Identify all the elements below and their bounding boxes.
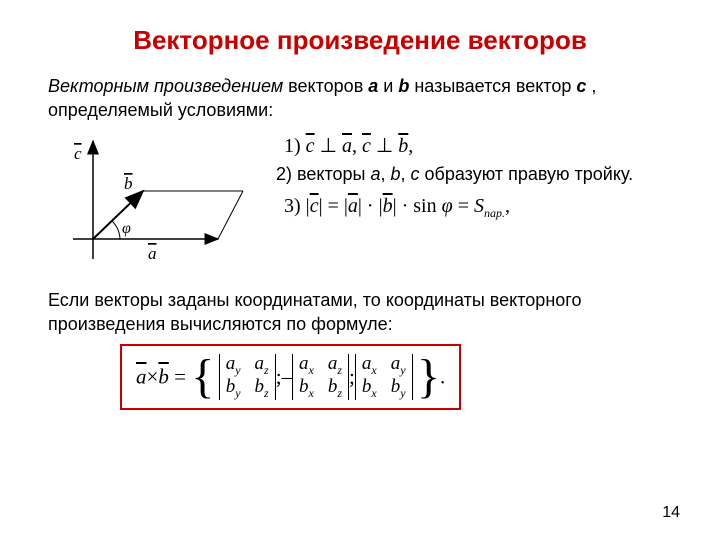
c1-perp2: ⊥ [371,135,398,157]
formula-end: . [440,365,445,389]
det-1: axazbxbz [292,354,349,400]
c3-eq: = [323,195,344,217]
vector-diagram: c b a φ [48,129,248,274]
diagram-svg: c b a φ [48,129,248,269]
page-number: 14 [662,504,680,522]
svg-text:φ: φ [122,220,131,237]
c2-rest: образуют правую тройку. [420,164,634,184]
c1-sep: , [352,135,362,157]
c1-label: 1) [284,135,306,157]
det-0: ayazbybz [219,354,276,400]
c3-end: , [505,195,510,217]
defn-c: c [576,76,586,96]
defn-b: b [398,76,409,96]
svg-text:b: b [124,174,133,193]
formula-box: a×b = { ayazbybz;–axazbxbz;axaybxby }. [120,344,461,410]
defn-p2: векторов [283,76,368,96]
c3-b: b [383,195,393,217]
lhs-a: a [136,365,147,389]
lhs-b: b [158,365,169,389]
c2-c1: , [380,164,390,184]
c3-eq2: = [453,195,474,217]
c3-dot: · [362,195,379,217]
c3-a: a [348,195,358,217]
condition-1: 1) c ⊥ a, c ⊥ b, [284,133,680,158]
definition-text: Векторным произведением векторов a и b н… [40,74,680,123]
c1-cl2: c [362,135,371,157]
c2-label: 2) векторы [276,164,370,184]
c3-sin: · sin [397,195,442,217]
lhs-eq: = [169,365,191,389]
condition-2: 2) векторы a, b, c образуют правую тройк… [256,164,680,185]
defn-term: Векторным произведением [48,76,283,96]
c1-br: b [398,135,408,157]
c3-label: 3) [284,195,306,217]
c1-perp1: ⊥ [315,135,342,157]
c2-c: c [411,164,420,184]
det-sep-0: ;– [276,365,292,389]
c3-c: c [310,195,319,217]
defn-p3: называется вектор [409,76,576,96]
c1-ar: a [342,135,352,157]
c3-S: S [474,195,484,217]
c2-a: a [370,164,380,184]
defn-a: a [368,76,378,96]
c2-b: b [391,164,401,184]
det-2: axaybxby [355,354,413,400]
coords-intro: Если векторы заданы координатами, то коо… [40,288,680,337]
c3-phi: φ [442,195,453,217]
svg-text:a: a [148,244,157,263]
c3-sub: пар. [484,206,505,220]
svg-text:c: c [74,144,82,163]
slide-title: Векторное произведение векторов [40,25,680,56]
condition-3: 3) |c| = |a| · |b| · sin φ = Sпар., [284,195,680,221]
defn-and: и [378,76,398,96]
lhs-x: × [147,365,159,389]
determinants: ayazbybz;–axazbxbz;axaybxby [219,368,413,385]
c1-end: , [408,135,413,157]
brace-right: } [417,357,440,397]
c2-c2: , [401,164,411,184]
c1-cl: c [306,135,315,157]
axb-lhs: a×b = [136,365,191,389]
brace-left: { [191,357,214,397]
